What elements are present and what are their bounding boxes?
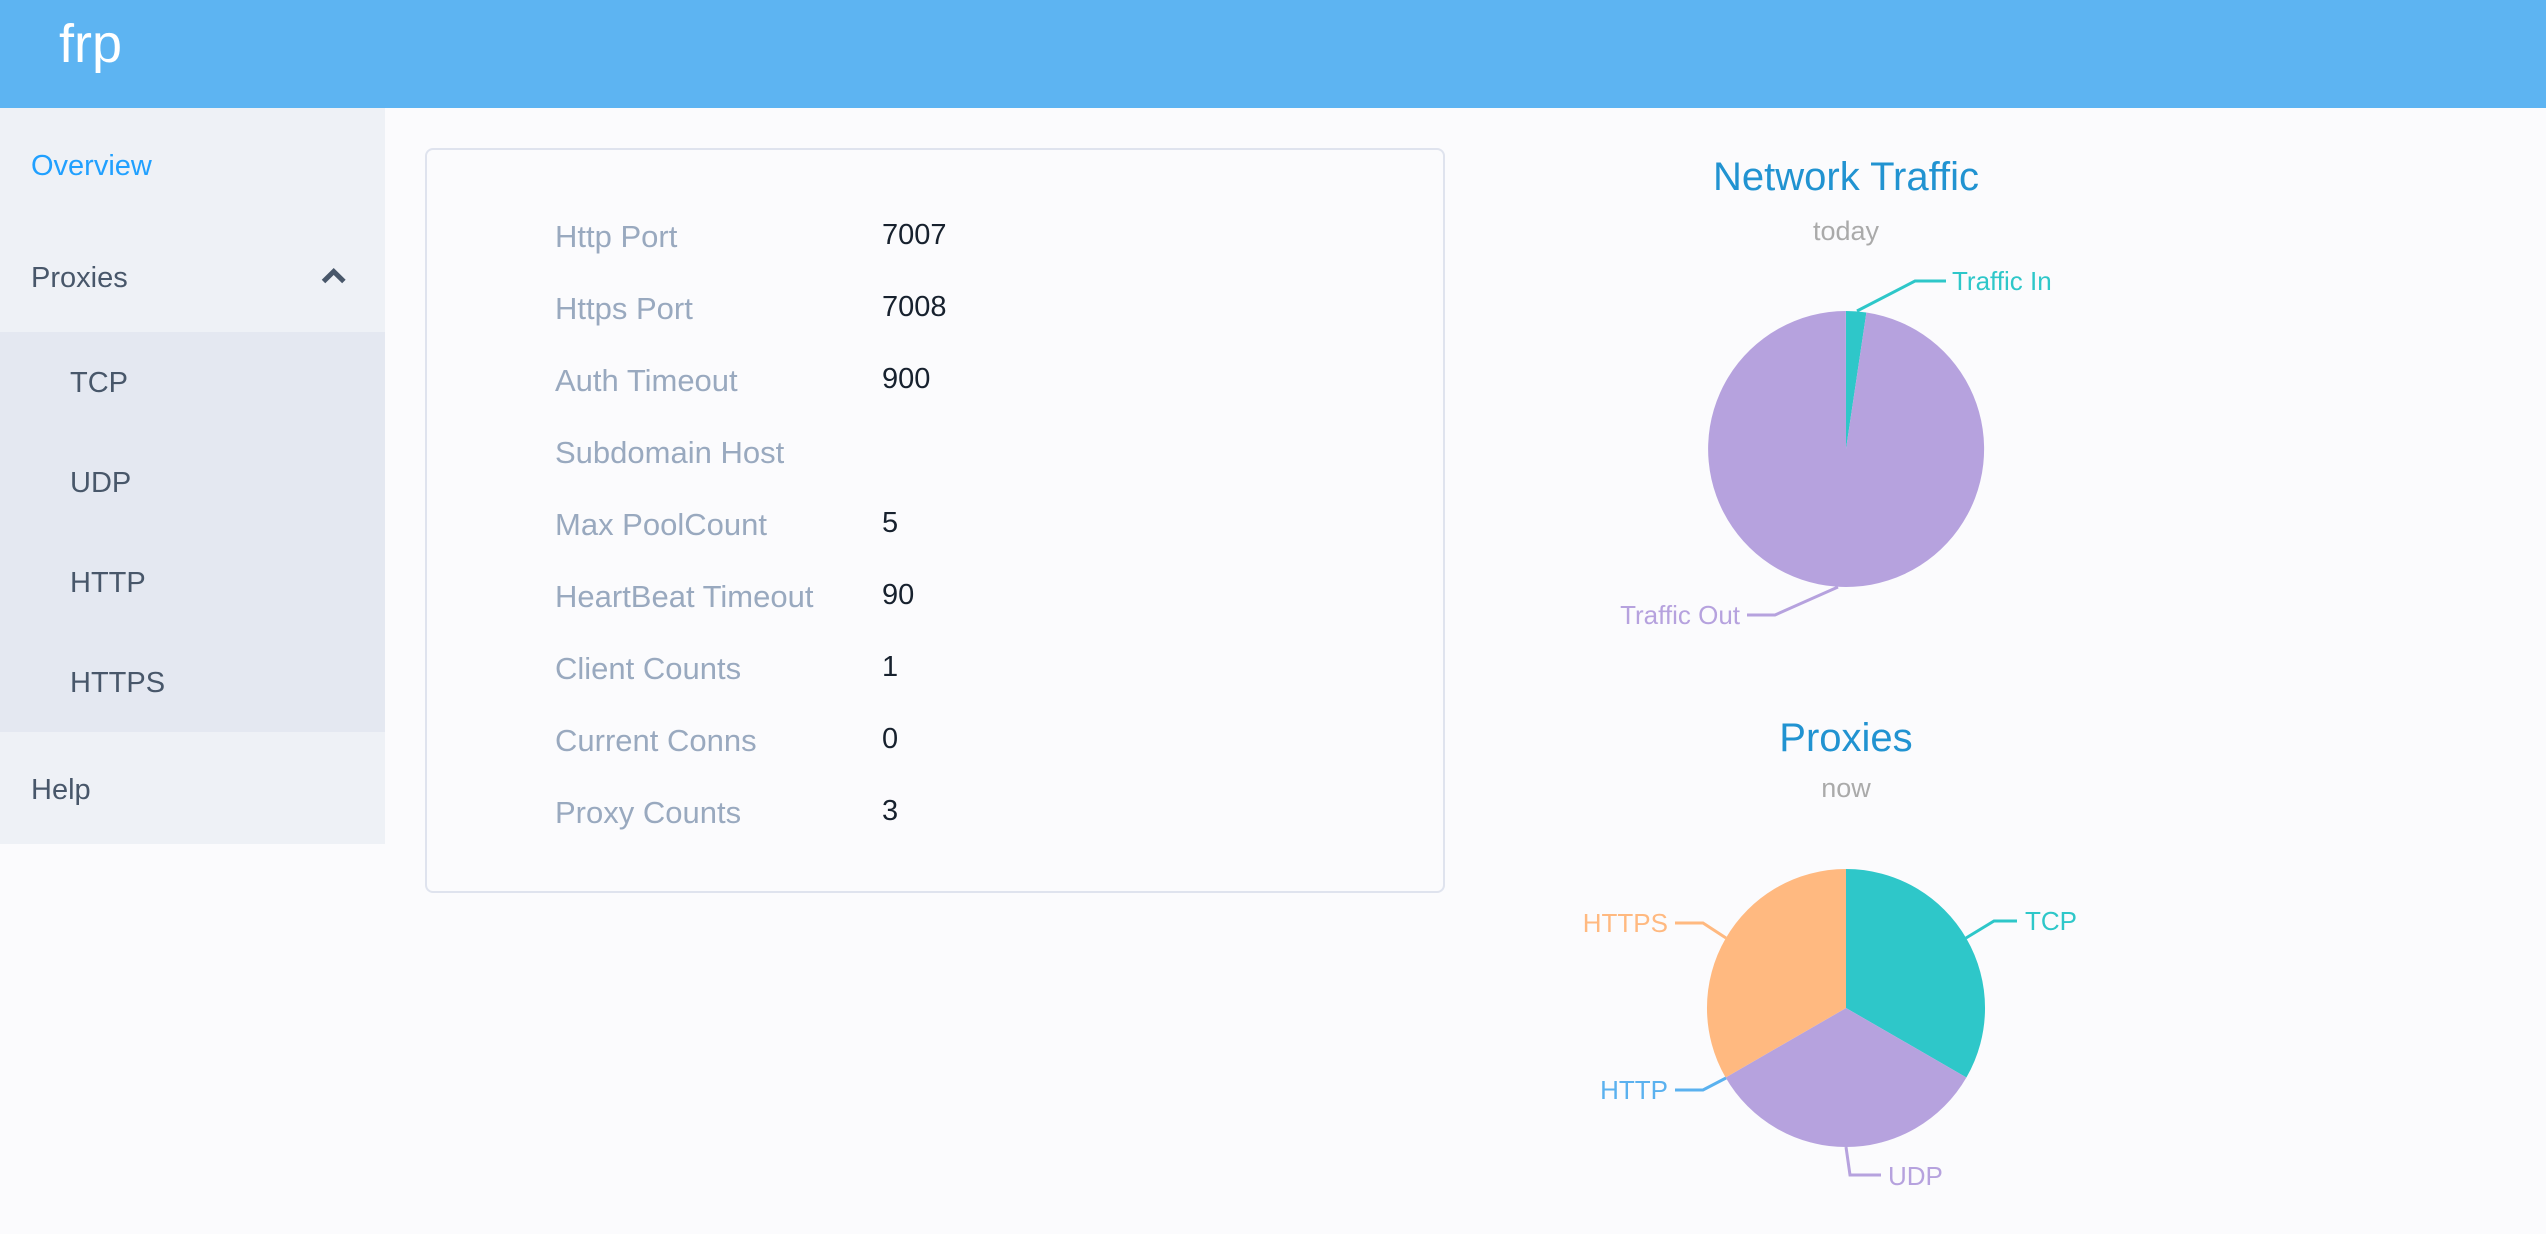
svg-text:HTTPS: HTTPS xyxy=(1583,908,1668,938)
svg-text:today: today xyxy=(1813,216,1880,246)
svg-text:UDP: UDP xyxy=(1888,1161,1943,1191)
svg-text:Network Traffic: Network Traffic xyxy=(1713,155,1979,199)
svg-text:Traffic Out: Traffic Out xyxy=(1620,600,1741,630)
svg-text:now: now xyxy=(1821,773,1871,803)
svg-text:Traffic In: Traffic In xyxy=(1952,266,2052,296)
svg-text:Proxies: Proxies xyxy=(1779,716,1912,760)
svg-text:HTTP: HTTP xyxy=(1600,1075,1668,1105)
svg-text:TCP: TCP xyxy=(2025,906,2077,936)
